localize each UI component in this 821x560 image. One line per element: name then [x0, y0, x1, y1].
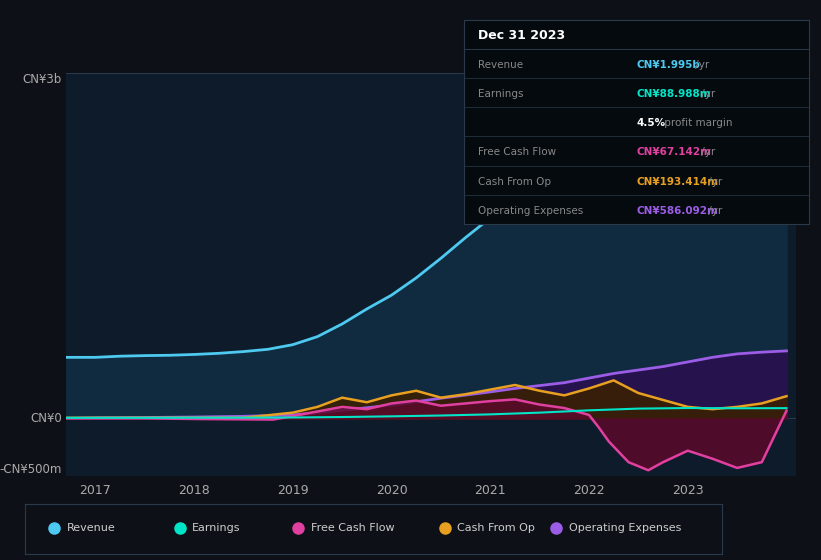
Text: Revenue: Revenue: [67, 523, 115, 533]
Text: CN¥88.988m: CN¥88.988m: [636, 89, 711, 99]
Text: CN¥1.995b: CN¥1.995b: [636, 60, 700, 70]
Text: Operating Expenses: Operating Expenses: [478, 206, 583, 216]
Text: Earnings: Earnings: [478, 89, 523, 99]
Text: Cash From Op: Cash From Op: [478, 176, 551, 186]
Text: /yr: /yr: [699, 147, 716, 157]
Text: CN¥3b: CN¥3b: [23, 73, 62, 86]
Text: Dec 31 2023: Dec 31 2023: [478, 29, 565, 42]
Text: Earnings: Earnings: [192, 523, 241, 533]
Text: /yr: /yr: [699, 89, 716, 99]
Text: 4.5%: 4.5%: [636, 118, 665, 128]
Text: /yr: /yr: [704, 206, 722, 216]
Text: /yr: /yr: [692, 60, 709, 70]
Text: Revenue: Revenue: [478, 60, 523, 70]
Text: CN¥0: CN¥0: [30, 412, 62, 425]
Text: Operating Expenses: Operating Expenses: [569, 523, 681, 533]
Text: CN¥67.142m: CN¥67.142m: [636, 147, 711, 157]
Text: Cash From Op: Cash From Op: [457, 523, 535, 533]
Text: Free Cash Flow: Free Cash Flow: [311, 523, 394, 533]
Text: CN¥586.092m: CN¥586.092m: [636, 206, 718, 216]
Text: profit margin: profit margin: [661, 118, 732, 128]
Text: -CN¥500m: -CN¥500m: [0, 463, 62, 476]
Text: /yr: /yr: [704, 176, 722, 186]
Text: CN¥193.414m: CN¥193.414m: [636, 176, 718, 186]
Text: Free Cash Flow: Free Cash Flow: [478, 147, 556, 157]
